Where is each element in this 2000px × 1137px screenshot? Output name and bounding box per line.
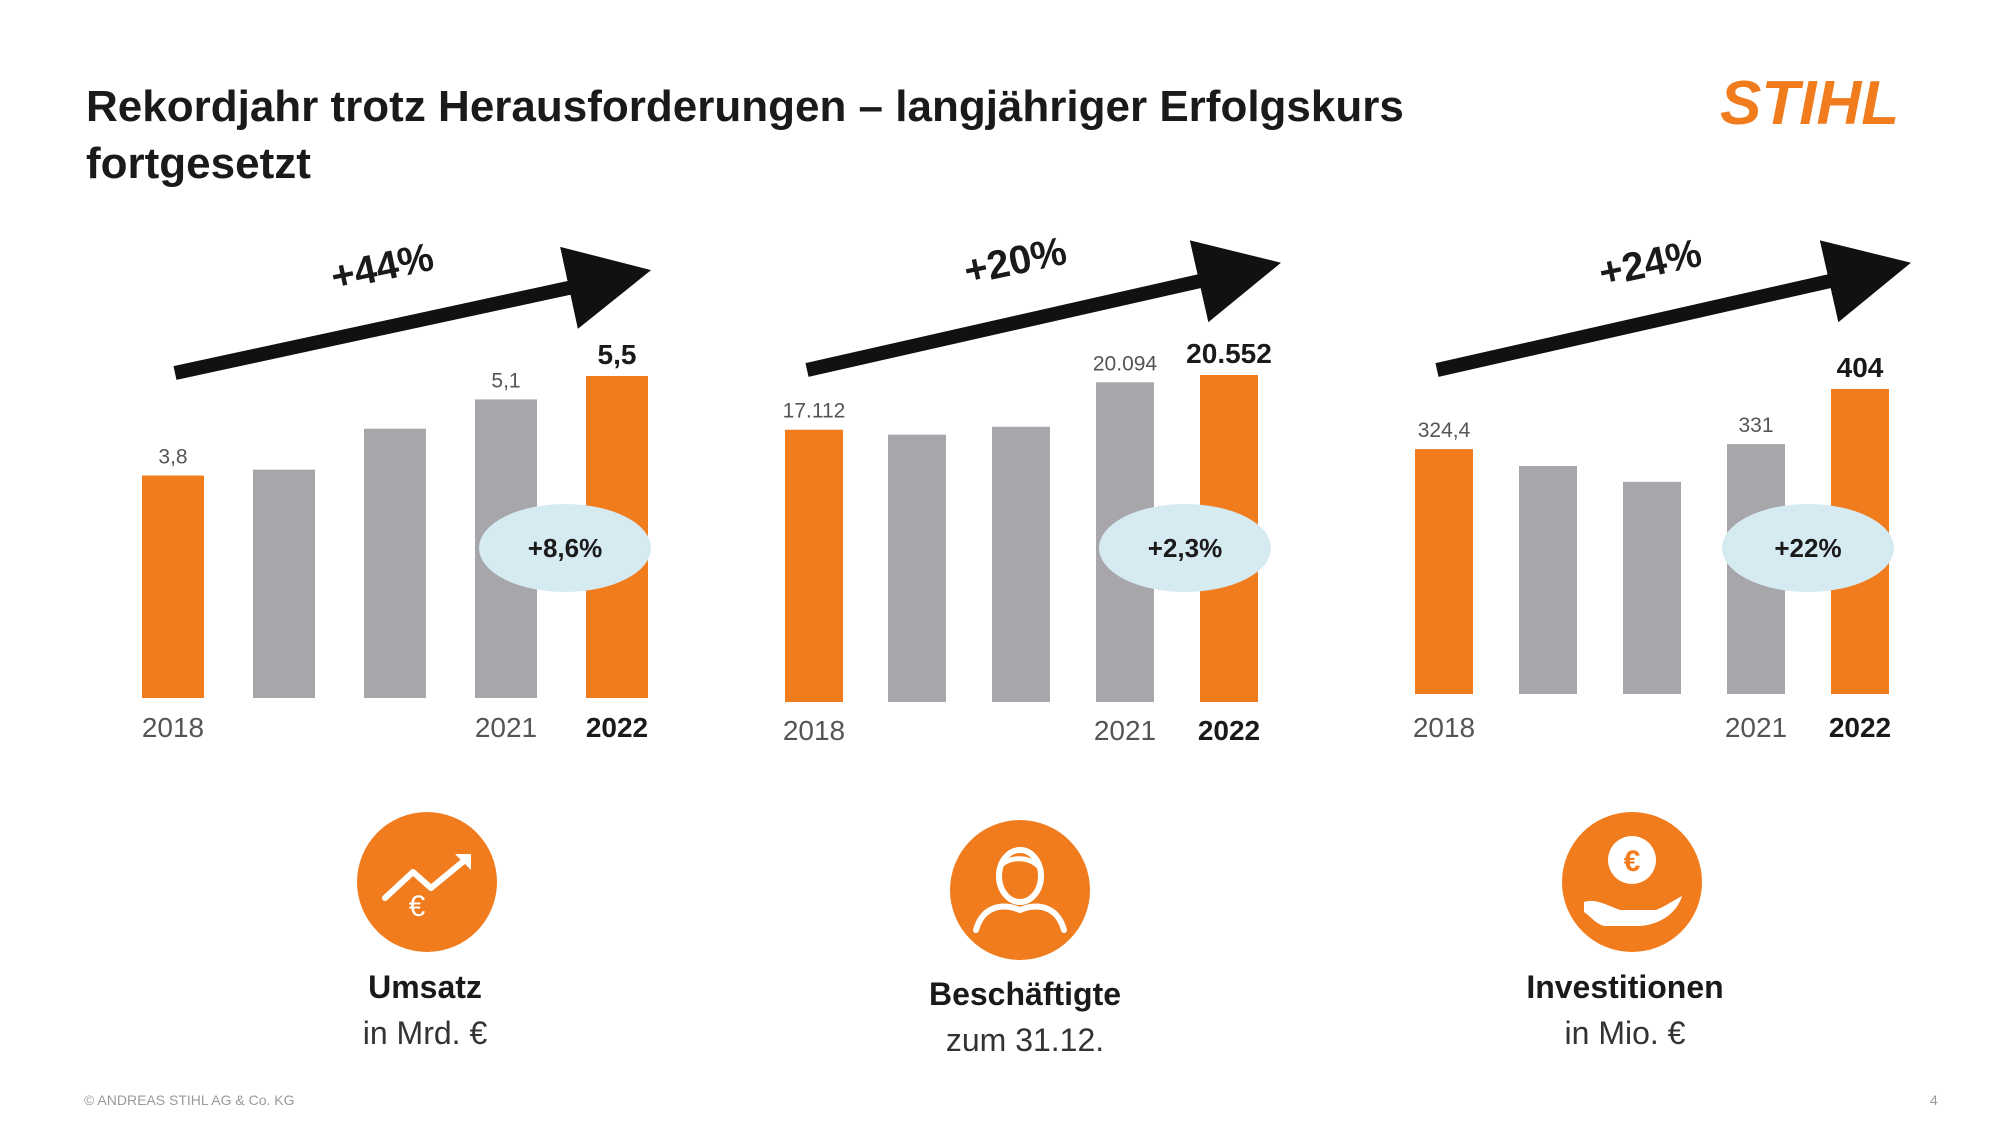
caption-subtitle: in Mrd. € bbox=[362, 1015, 488, 1051]
data-label-2021: 20.094 bbox=[1093, 352, 1158, 375]
caption-title: Beschäftigte bbox=[928, 976, 1122, 1012]
growth-arrow bbox=[1435, 240, 1911, 377]
investment-hand-euro-icon: € bbox=[1562, 812, 1702, 952]
x-tick-2022: 2022 bbox=[586, 712, 648, 743]
growth-last-label: +8,6% bbox=[528, 533, 602, 563]
caption-beschaeftigte: Beschäftigte zum 31.12. bbox=[815, 972, 1235, 1064]
revenue-euro-trend-icon: € bbox=[357, 812, 497, 952]
x-tick-2022: 2022 bbox=[1198, 715, 1260, 746]
caption-title: Investitionen bbox=[1526, 969, 1724, 1005]
caption-subtitle: zum 31.12. bbox=[945, 1022, 1105, 1058]
data-label-2021: 5,1 bbox=[491, 369, 520, 392]
growth-bubble bbox=[479, 504, 651, 592]
growth-bubble bbox=[1099, 504, 1271, 592]
caption-subtitle: in Mio. € bbox=[1564, 1015, 1686, 1051]
caption-umsatz: Umsatz in Mrd. € bbox=[215, 965, 635, 1057]
x-tick-2021: 2021 bbox=[1094, 715, 1156, 746]
bar-2018 bbox=[1415, 449, 1473, 694]
page-title: Rekordjahr trotz Herausforderungen – lan… bbox=[86, 82, 1404, 188]
growth-bubble bbox=[1722, 504, 1894, 592]
bar-2018 bbox=[142, 475, 204, 698]
data-label-2022: 5,5 bbox=[598, 339, 637, 370]
bar-2019 bbox=[1519, 466, 1577, 694]
data-label-2022: 404 bbox=[1837, 352, 1884, 383]
data-label-2018: 324,4 bbox=[1418, 419, 1471, 442]
data-label-2021: 331 bbox=[1738, 414, 1773, 437]
bar-2019 bbox=[888, 434, 946, 702]
x-tick-2022: 2022 bbox=[1829, 712, 1891, 743]
chart-panel-3: 324,4 2018 331 2021 404 2022 +24% +22% bbox=[1413, 231, 1911, 743]
copyright-footer: © ANDREAS STIHL AG & Co. KG bbox=[84, 1092, 295, 1108]
bar-2020 bbox=[992, 426, 1050, 702]
bar-2018 bbox=[785, 429, 843, 702]
x-tick-2021: 2021 bbox=[475, 712, 537, 743]
growth-arrow bbox=[173, 246, 652, 380]
x-tick-2018: 2018 bbox=[1413, 712, 1475, 743]
growth-total-label: +20% bbox=[960, 229, 1070, 294]
svg-text:STIHL: STIHL bbox=[1720, 74, 1899, 134]
data-label-2022: 20.552 bbox=[1186, 338, 1272, 369]
page-number: 4 bbox=[1930, 1092, 1938, 1108]
data-label-2018: 17.112 bbox=[783, 400, 846, 423]
growth-arrow bbox=[805, 240, 1281, 377]
caption-title: Umsatz bbox=[368, 969, 482, 1005]
chart-panel-2: 17.112 2018 20.094 2021 20.552 2022 +20% +2,3% bbox=[783, 229, 1281, 746]
x-tick-2018: 2018 bbox=[783, 715, 845, 746]
chart-panel-1: 3,8 2018 5,1 2021 5,5 2022 +44% +8,6% bbox=[142, 235, 652, 743]
growth-last-label: +2,3% bbox=[1148, 533, 1222, 563]
caption-investitionen: Investitionen in Mio. € bbox=[1415, 965, 1835, 1057]
x-tick-2018: 2018 bbox=[142, 712, 204, 743]
data-label-2018: 3,8 bbox=[158, 446, 187, 469]
svg-text:€: € bbox=[1624, 845, 1641, 878]
bar-2020 bbox=[364, 428, 426, 698]
growth-total-label: +44% bbox=[327, 235, 437, 300]
x-tick-2021: 2021 bbox=[1725, 712, 1787, 743]
growth-last-label: +22% bbox=[1774, 533, 1841, 563]
stihl-logo: STIHL bbox=[1720, 74, 1899, 134]
growth-total-label: +24% bbox=[1595, 231, 1705, 296]
bar-2019 bbox=[253, 469, 315, 698]
bar-2020 bbox=[1623, 481, 1681, 694]
svg-text:€: € bbox=[409, 890, 426, 923]
employee-person-icon bbox=[950, 820, 1090, 960]
